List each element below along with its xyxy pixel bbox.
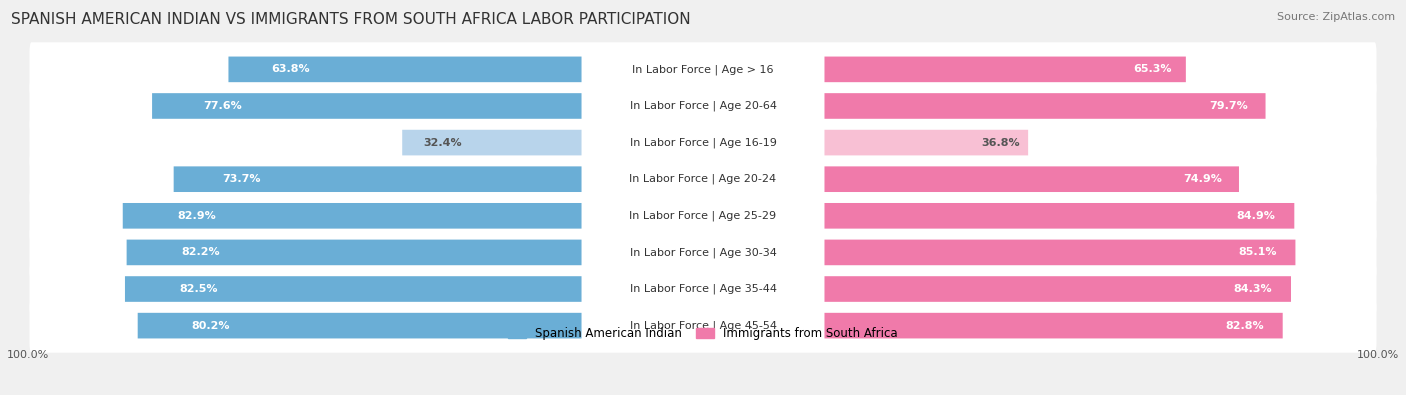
FancyBboxPatch shape	[402, 130, 582, 155]
FancyBboxPatch shape	[138, 313, 582, 339]
Text: 73.7%: 73.7%	[222, 174, 262, 184]
Text: 82.5%: 82.5%	[180, 284, 218, 294]
Text: 82.8%: 82.8%	[1226, 321, 1264, 331]
FancyBboxPatch shape	[30, 262, 1376, 316]
Text: In Labor Force | Age 25-29: In Labor Force | Age 25-29	[630, 211, 776, 221]
Text: 74.9%: 74.9%	[1184, 174, 1222, 184]
Text: 65.3%: 65.3%	[1133, 64, 1171, 74]
Text: In Labor Force | Age 20-64: In Labor Force | Age 20-64	[630, 101, 776, 111]
Text: 79.7%: 79.7%	[1209, 101, 1249, 111]
Text: In Labor Force | Age > 16: In Labor Force | Age > 16	[633, 64, 773, 75]
FancyBboxPatch shape	[824, 313, 1282, 339]
FancyBboxPatch shape	[127, 240, 582, 265]
Text: SPANISH AMERICAN INDIAN VS IMMIGRANTS FROM SOUTH AFRICA LABOR PARTICIPATION: SPANISH AMERICAN INDIAN VS IMMIGRANTS FR…	[11, 12, 690, 27]
FancyBboxPatch shape	[30, 42, 1376, 96]
FancyBboxPatch shape	[824, 240, 1295, 265]
FancyBboxPatch shape	[30, 189, 1376, 243]
Text: In Labor Force | Age 45-54: In Labor Force | Age 45-54	[630, 320, 776, 331]
FancyBboxPatch shape	[824, 56, 1185, 82]
FancyBboxPatch shape	[30, 115, 1376, 170]
Text: In Labor Force | Age 20-24: In Labor Force | Age 20-24	[630, 174, 776, 184]
Text: 82.9%: 82.9%	[177, 211, 217, 221]
FancyBboxPatch shape	[174, 166, 582, 192]
Text: 36.8%: 36.8%	[981, 137, 1019, 148]
FancyBboxPatch shape	[824, 276, 1291, 302]
Text: 84.3%: 84.3%	[1233, 284, 1272, 294]
Text: 85.1%: 85.1%	[1239, 247, 1277, 258]
Text: 80.2%: 80.2%	[191, 321, 229, 331]
Text: In Labor Force | Age 16-19: In Labor Force | Age 16-19	[630, 137, 776, 148]
Text: 32.4%: 32.4%	[423, 137, 463, 148]
FancyBboxPatch shape	[824, 166, 1239, 192]
FancyBboxPatch shape	[824, 130, 1028, 155]
Text: In Labor Force | Age 30-34: In Labor Force | Age 30-34	[630, 247, 776, 258]
FancyBboxPatch shape	[122, 203, 582, 229]
FancyBboxPatch shape	[824, 93, 1265, 119]
FancyBboxPatch shape	[30, 299, 1376, 353]
Legend: Spanish American Indian, Immigrants from South Africa: Spanish American Indian, Immigrants from…	[503, 322, 903, 345]
FancyBboxPatch shape	[152, 93, 582, 119]
Text: 63.8%: 63.8%	[271, 64, 309, 74]
Text: Source: ZipAtlas.com: Source: ZipAtlas.com	[1277, 12, 1395, 22]
FancyBboxPatch shape	[30, 79, 1376, 133]
Text: In Labor Force | Age 35-44: In Labor Force | Age 35-44	[630, 284, 776, 294]
FancyBboxPatch shape	[30, 225, 1376, 280]
FancyBboxPatch shape	[125, 276, 582, 302]
FancyBboxPatch shape	[228, 56, 582, 82]
Text: 82.2%: 82.2%	[181, 247, 219, 258]
FancyBboxPatch shape	[824, 203, 1295, 229]
Text: 77.6%: 77.6%	[204, 101, 242, 111]
Text: 84.9%: 84.9%	[1237, 211, 1275, 221]
FancyBboxPatch shape	[30, 152, 1376, 206]
